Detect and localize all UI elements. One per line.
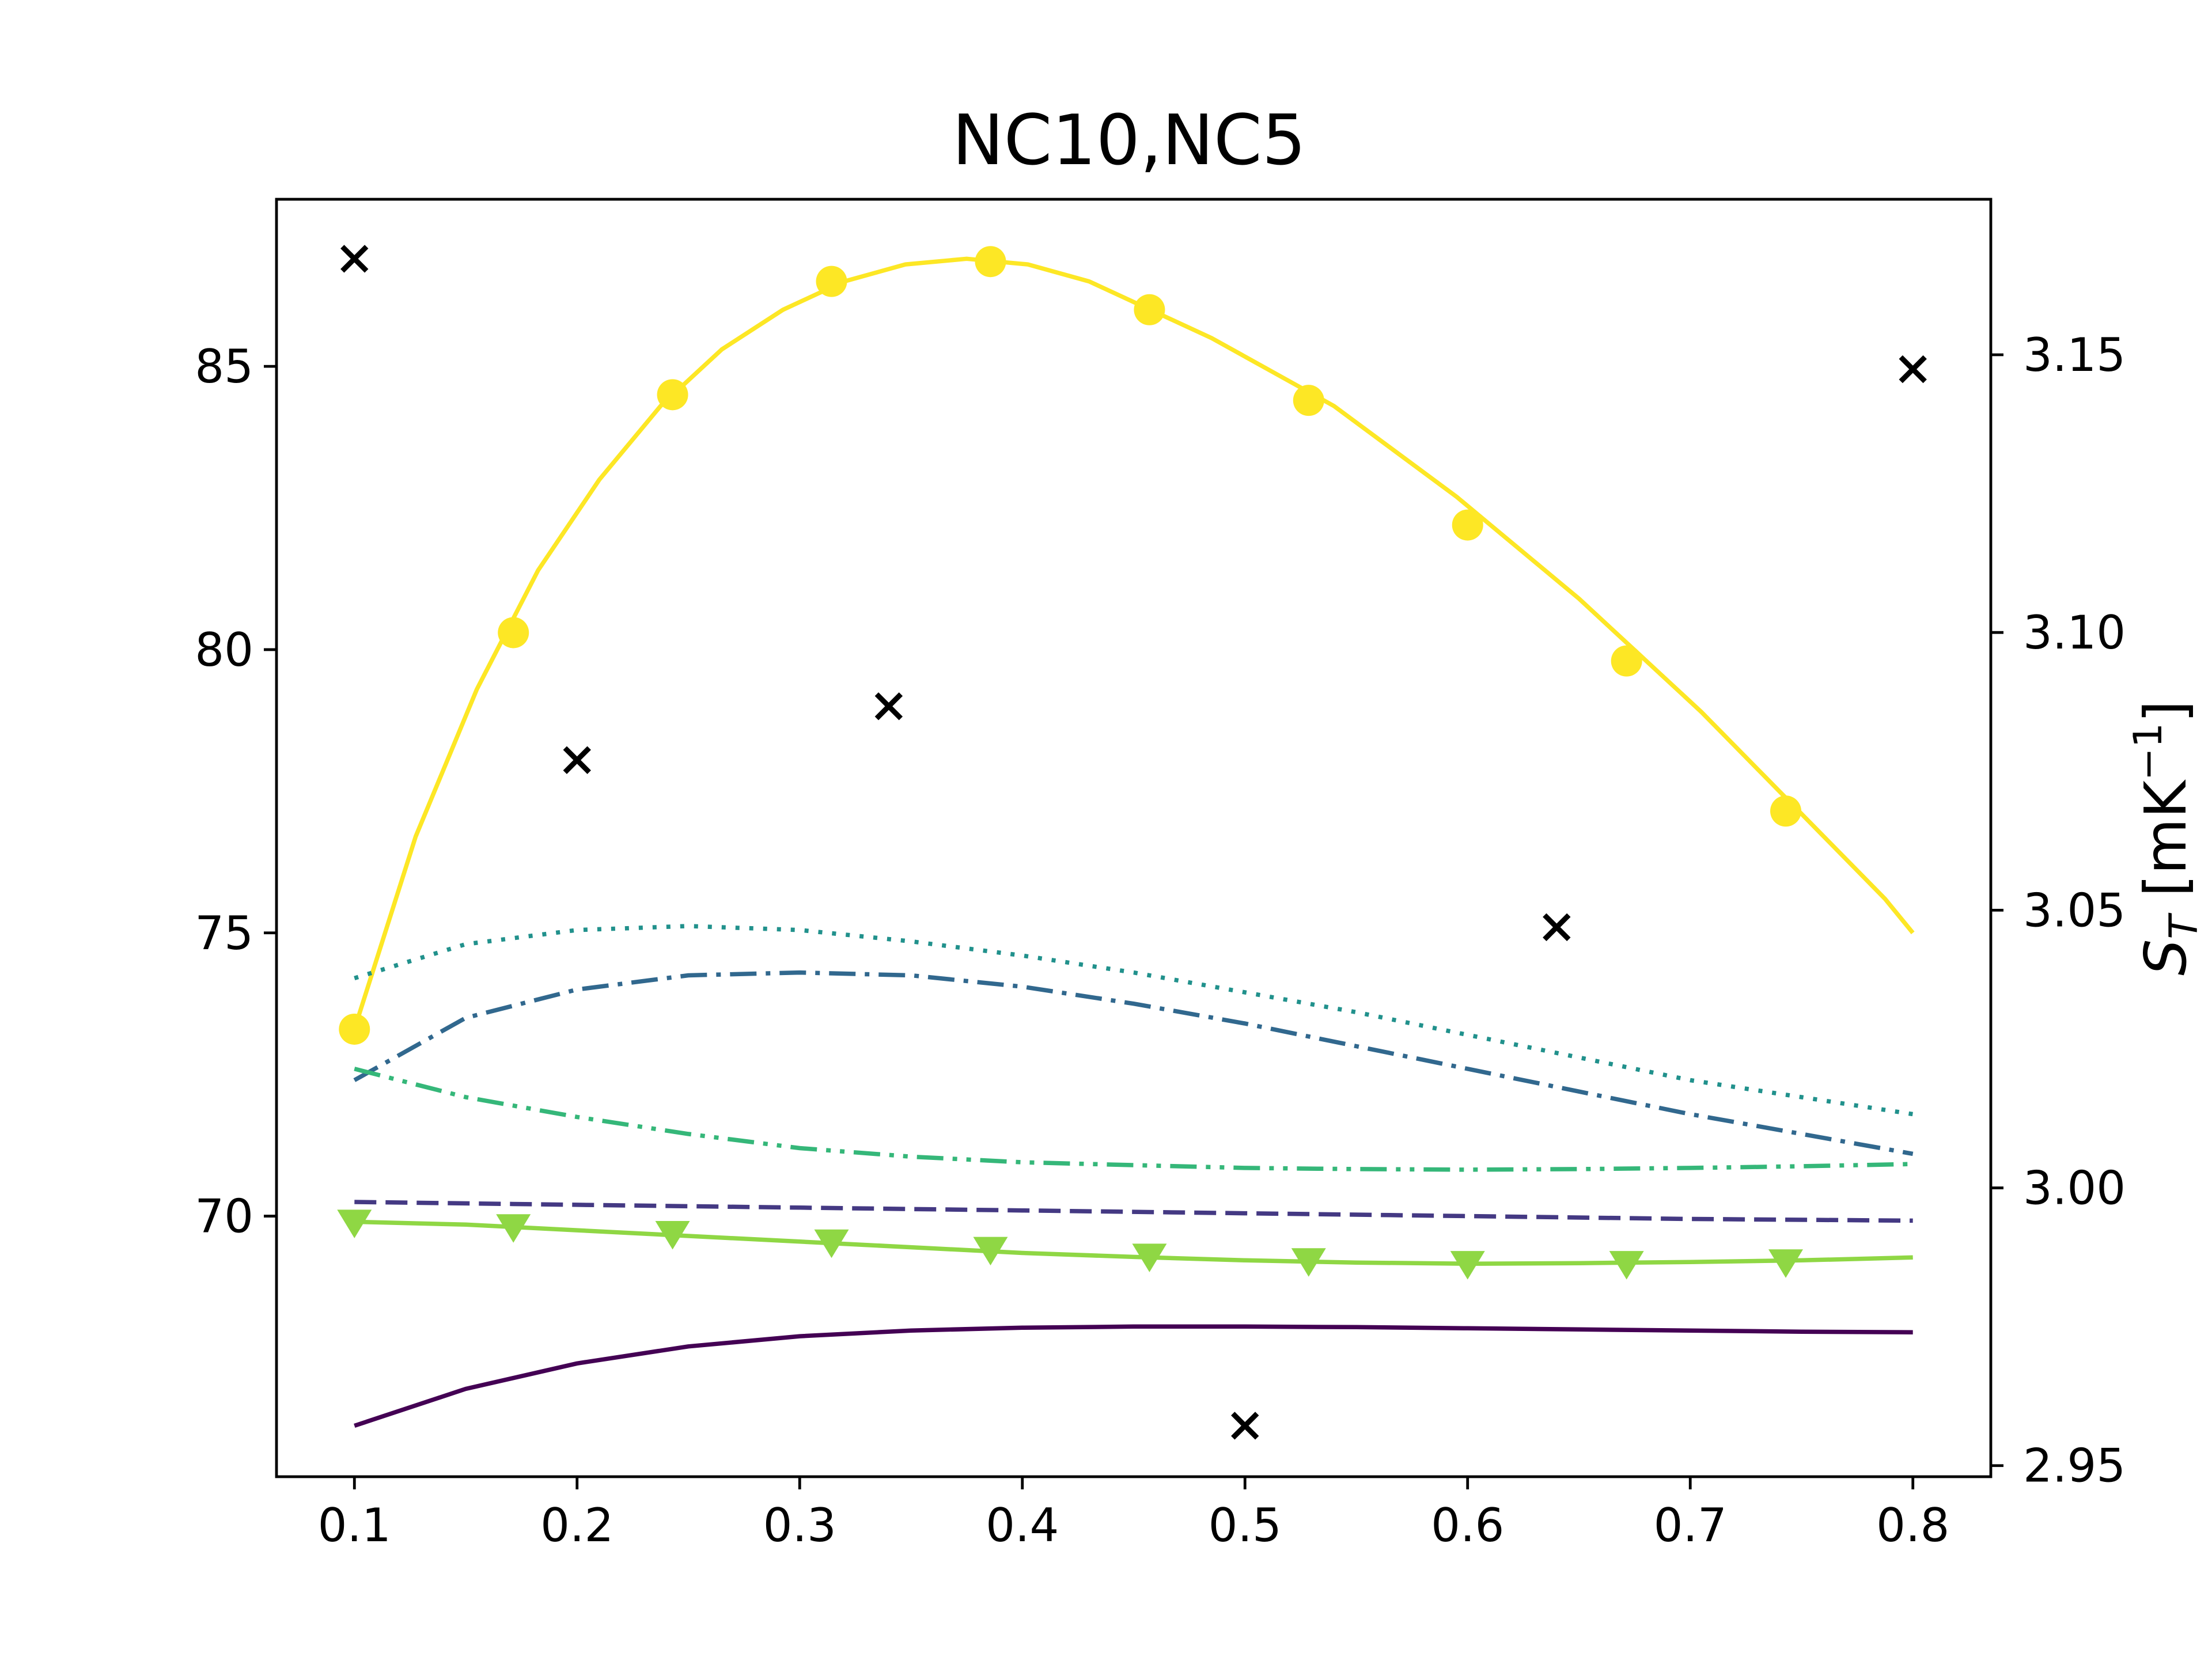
y-tick-label: 70: [195, 1190, 253, 1243]
series-0-point: [1611, 645, 1642, 677]
series-5-point: [1609, 1251, 1644, 1280]
x-tick-label: 0.1: [318, 1499, 391, 1552]
series-7-point: [1231, 1412, 1259, 1440]
series-line-1: [354, 924, 1914, 1117]
series-5-point: [814, 1229, 849, 1258]
series-7-point: [1543, 913, 1571, 942]
series-7-point: [563, 746, 591, 774]
y-right-label-exponent: −1: [2126, 723, 2171, 780]
y-right-tick-label: 2.95: [2023, 1439, 2126, 1493]
series-5-point: [337, 1209, 372, 1238]
x-tick-label: 0.5: [1209, 1499, 1282, 1552]
series-line-3: [354, 1067, 1913, 1172]
plot-layer: [337, 245, 1927, 1440]
y-right-label-symbol: S: [2132, 939, 2199, 976]
series-line-4: [354, 1200, 1913, 1223]
x-tick-label: 0.4: [986, 1499, 1059, 1552]
series-0-point: [498, 617, 529, 649]
y-tick-label: 75: [195, 907, 253, 960]
y-tick-label: 85: [195, 340, 253, 393]
y-right-axis-label: ST [mK−1]: [2126, 700, 2207, 976]
x-tick-label: 0.3: [763, 1499, 836, 1552]
series-0-point: [1452, 509, 1483, 541]
series-5-point: [973, 1237, 1008, 1266]
y-right-label-unit-close: ]: [2132, 700, 2199, 723]
y-right-tick-label: 3.00: [2023, 1162, 2126, 1215]
series-line-2: [353, 970, 1914, 1156]
series-5-point: [655, 1221, 690, 1250]
series-7-point: [874, 692, 903, 720]
series-0-point: [1293, 385, 1324, 416]
y-right-tick-label: 3.05: [2023, 883, 2126, 937]
series-7-point: [1899, 355, 1927, 384]
y-right-label-unit: [mK: [2132, 779, 2199, 915]
x-tick-label: 0.8: [1876, 1499, 1949, 1552]
series-5-point: [1291, 1248, 1326, 1277]
series-5-point: [1132, 1243, 1167, 1272]
y-right-tick-label: 3.10: [2023, 606, 2126, 659]
y-right-label-subscript: T: [2161, 913, 2207, 939]
series-0-point: [816, 266, 847, 297]
chart-title: NC10,NC5: [952, 101, 1306, 181]
axis-layer: 0.1 0.2 0.3 0.4 0.5 0.6 0.7 0.8 70 75 80 85 2.95 3.00…: [195, 328, 2126, 1552]
x-tick-label: 0.2: [540, 1499, 613, 1552]
x-tick-label: 0.7: [1654, 1499, 1727, 1552]
series-line-6: [354, 1324, 1913, 1428]
series-5-point: [1768, 1249, 1804, 1278]
series-0-point: [657, 379, 688, 411]
series-0-point: [1134, 294, 1165, 325]
x-tick-label: 0.6: [1431, 1499, 1504, 1552]
series-line-5: [354, 1219, 1913, 1266]
series-7-point: [340, 245, 369, 273]
series-0-point: [975, 246, 1006, 278]
y-tick-label: 80: [195, 623, 253, 677]
series-0-point: [1770, 795, 1802, 827]
plot-frame: [275, 198, 1993, 1478]
series-5-point: [1450, 1251, 1485, 1280]
y-right-tick-label: 3.15: [2023, 328, 2126, 382]
series-5-point: [496, 1214, 531, 1243]
series-0-point: [339, 1013, 370, 1045]
